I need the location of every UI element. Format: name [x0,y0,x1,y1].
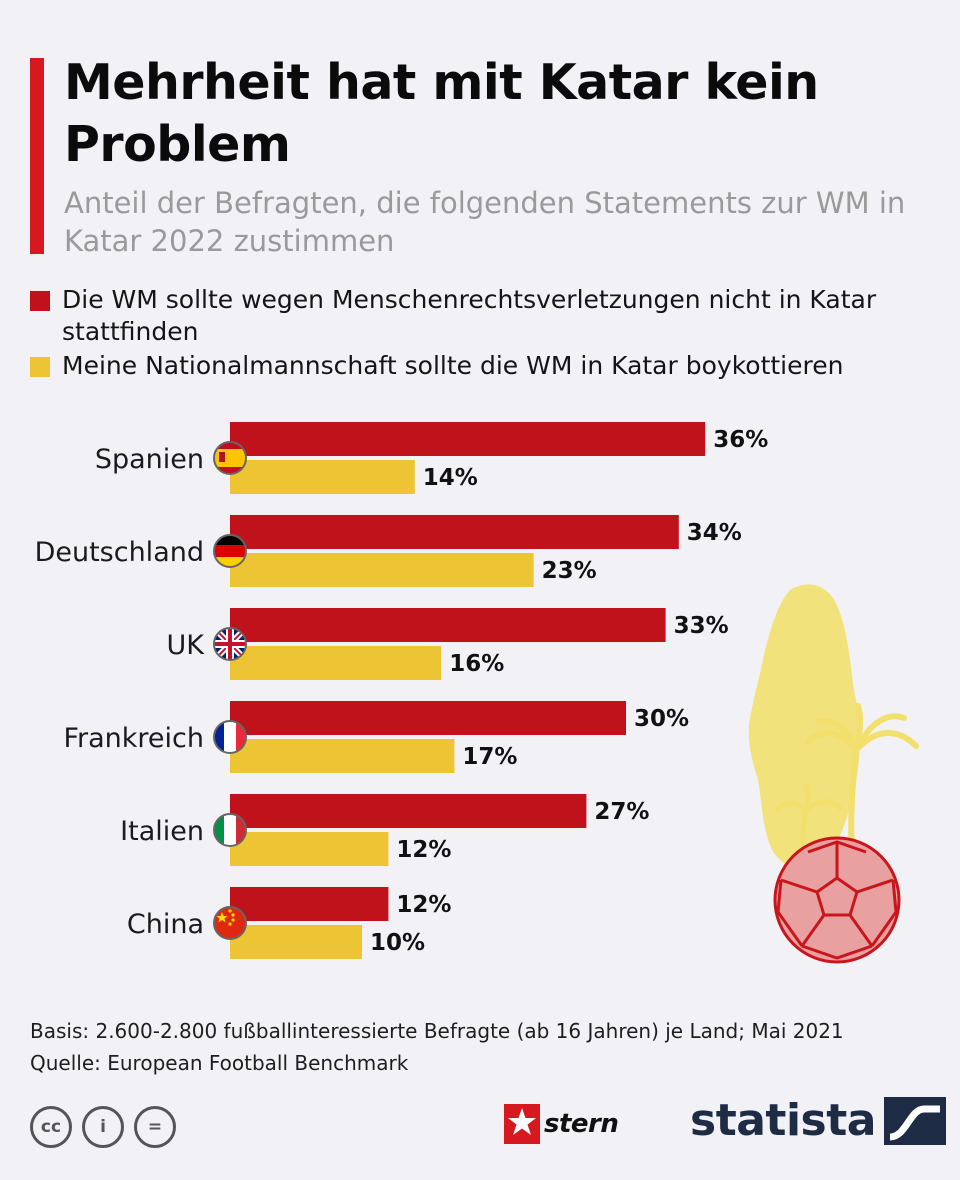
by-icon[interactable]: i [82,1106,124,1148]
qatar-map-shape [748,584,860,870]
bar-chart: 36% 14% Spanien 34% 23% Deutschland 33% 16% UK 30… [35,422,919,964]
bar-red-uk [230,608,666,642]
legend-swatch-red [30,291,50,311]
flag-france-icon [213,720,247,754]
bar-yellow-italien [230,832,389,866]
category-label: Frankreich [63,723,204,754]
value-label-yellow: 23% [542,558,597,584]
value-label-red: 12% [396,892,451,918]
value-label-yellow: 16% [449,651,504,677]
value-label-yellow: 10% [370,930,425,956]
flag-china-icon [213,906,247,940]
value-label-red: 30% [634,706,689,732]
bar-yellow-frankreich [230,739,455,773]
bar-yellow-uk [230,646,442,680]
football-icon [773,836,901,964]
bar-yellow-spanien [230,460,415,494]
legend-item-red: Die WM sollte wegen Menschenrechtsverlet… [30,284,902,348]
chart-title: Mehrheit hat mit Katar kein Problem [64,54,819,173]
flag-germany-icon [213,534,247,568]
statista-logo[interactable]: statista [690,1096,946,1146]
stern-logo[interactable]: stern [504,1104,619,1144]
flag-spain-icon [213,441,247,475]
footnote-basis: Basis: 2.600-2.800 fußballinteressierte … [30,1019,844,1043]
category-label: Deutschland [35,537,204,568]
statista-wordmark: statista [690,1095,876,1146]
legend-label-red: Die WM sollte wegen Menschenrechtsverlet… [62,285,877,346]
bar-red-italien [230,794,587,828]
legend-swatch-yellow [30,357,50,377]
value-label-red: 34% [687,520,742,546]
nd-icon[interactable]: = [134,1106,176,1148]
title-accent-bar [30,58,44,254]
chart-subtitle: Anteil der Befragten, die folgenden Stat… [64,186,906,258]
license-icons: cc i = [30,1106,176,1148]
category-label: Spanien [95,444,204,475]
bar-yellow-china [230,925,362,959]
stern-star-icon [504,1104,540,1144]
qatar-decoration [748,584,919,964]
value-label-red: 27% [594,799,649,825]
bars-layer: 36% 14% Spanien 34% 23% Deutschland 33% 16% UK 30… [35,422,768,959]
bar-red-frankreich [230,701,626,735]
statista-mark-icon [883,1097,946,1145]
bar-yellow-deutschland [230,553,534,587]
value-label-red: 33% [674,613,729,639]
category-label: China [127,909,204,940]
cc-icon[interactable]: cc [30,1106,72,1148]
value-label-yellow: 14% [423,465,478,491]
category-label: UK [167,630,206,661]
bar-red-deutschland [230,515,679,549]
value-label-yellow: 12% [396,837,451,863]
footnote-source: Quelle: European Football Benchmark [30,1051,409,1075]
value-label-red: 36% [713,427,768,453]
legend-item-yellow: Meine Nationalmannschaft sollte die WM i… [30,350,902,382]
flag-italy-icon [213,813,247,847]
legend-label-yellow: Meine Nationalmannschaft sollte die WM i… [62,351,844,380]
flag-uk-icon [213,627,247,661]
bar-red-spanien [230,422,706,456]
value-label-yellow: 17% [462,744,517,770]
stern-wordmark: stern [544,1109,619,1139]
bar-red-china [230,887,389,921]
category-label: Italien [120,816,204,847]
